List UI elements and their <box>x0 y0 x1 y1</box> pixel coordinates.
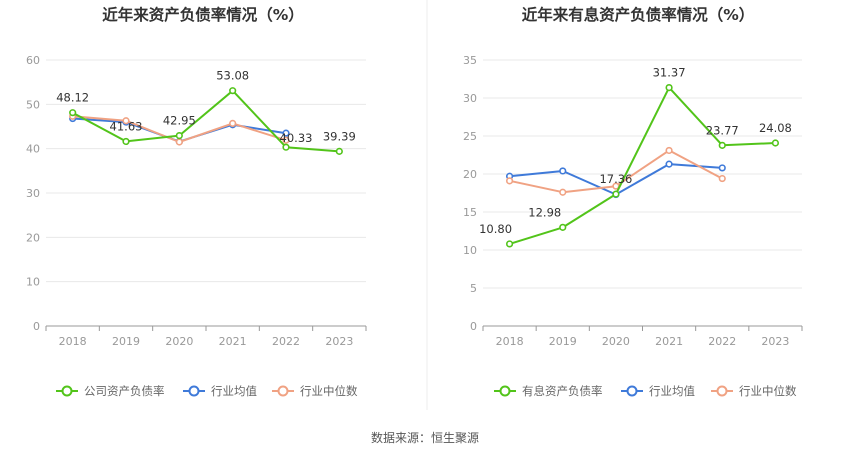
data-point <box>175 138 183 146</box>
data-point <box>612 190 620 198</box>
series-1 <box>505 83 780 248</box>
data-label: 53.08 <box>216 69 249 83</box>
data-label: 17.36 <box>599 172 632 186</box>
series-3 <box>505 146 726 196</box>
y-tick-label: 60 <box>26 54 40 67</box>
legend-item: 行业均值 <box>183 384 257 398</box>
y-tick-label: 35 <box>463 54 477 67</box>
x-tick-label: 2019 <box>112 335 140 348</box>
data-label: 10.80 <box>479 222 512 236</box>
y-tick-label: 30 <box>463 92 477 105</box>
data-label: 39.39 <box>323 129 356 143</box>
legend-marker <box>61 385 73 397</box>
x-tick-label: 2019 <box>549 335 577 348</box>
x-tick-label: 2021 <box>655 335 683 348</box>
data-point <box>282 136 290 144</box>
y-tick-label: 25 <box>463 130 477 143</box>
x-tick-label: 2018 <box>59 335 87 348</box>
y-tick-label: 20 <box>463 168 477 181</box>
data-point <box>665 83 673 92</box>
data-point <box>559 188 567 196</box>
data-label: 41.63 <box>110 119 143 133</box>
series-line <box>509 86 776 245</box>
data-point <box>122 137 130 146</box>
y-tick-label: 15 <box>463 206 477 219</box>
data-point <box>122 117 130 125</box>
x-tick-label: 2022 <box>708 335 736 348</box>
legend-marker <box>499 385 511 397</box>
legend-label: 行业中位数 <box>300 384 358 398</box>
y-tick-label: 10 <box>26 276 40 289</box>
data-point <box>665 146 673 155</box>
y-tick-label: 30 <box>26 187 40 200</box>
y-tick-label: 20 <box>26 231 40 244</box>
data-label: 24.08 <box>759 121 792 135</box>
x-tick-label: 2020 <box>165 335 193 348</box>
series-1 <box>69 87 343 155</box>
data-point <box>69 109 77 117</box>
chart-title: 近年来有息资产负债率情况（%） <box>522 5 755 24</box>
data-label: 12.98 <box>528 205 561 219</box>
data-point <box>505 240 514 248</box>
legend-label: 行业中位数 <box>739 384 797 398</box>
data-point <box>335 147 343 155</box>
legend-marker <box>277 385 289 397</box>
data-point <box>718 164 726 172</box>
y-tick-label: 50 <box>26 98 40 111</box>
series-line <box>72 89 340 153</box>
legend-marker <box>188 385 200 397</box>
legend-item: 行业均值 <box>621 384 695 398</box>
y-tick-label: 40 <box>26 143 40 156</box>
x-tick-label: 2020 <box>602 335 630 348</box>
legend-label: 有息资产负债率 <box>522 384 603 398</box>
data-label: 42.95 <box>163 114 196 128</box>
x-tick-label: 2021 <box>219 335 247 348</box>
chart-1: 近年来资产负债率情况（%） 0 10 20 30 40 50 60 2018 2019 2020 20… <box>26 5 367 398</box>
data-point <box>559 167 567 175</box>
data-point <box>771 139 780 147</box>
legend-item: 行业中位数 <box>711 384 797 398</box>
legend-item: 有息资产负债率 <box>494 384 603 398</box>
y-tick-label: 5 <box>470 282 477 295</box>
data-label: 40.33 <box>280 131 313 145</box>
chart-2: 近年来有息资产负债率情况（%） 0 5 10 15 20 25 30 35 2018 2019 202… <box>463 5 803 398</box>
legend-marker <box>626 385 638 397</box>
data-point <box>229 119 237 127</box>
data-point <box>718 174 726 183</box>
data-label: 48.12 <box>56 91 89 105</box>
legend-label: 公司资产负债率 <box>84 384 165 398</box>
legend-label: 行业均值 <box>649 384 695 398</box>
legend-item: 公司资产负债率 <box>56 384 165 398</box>
data-point <box>175 131 183 140</box>
y-tick-label: 10 <box>463 244 477 257</box>
legend-label: 行业均值 <box>211 384 257 398</box>
data-point <box>559 223 567 231</box>
data-label: 31.37 <box>653 66 686 80</box>
data-point <box>282 143 290 151</box>
x-tick-label: 2018 <box>496 335 524 348</box>
data-point <box>665 160 673 168</box>
y-tick-label: 0 <box>470 320 477 333</box>
chart-title: 近年来资产负债率情况（%） <box>102 5 304 24</box>
x-tick-label: 2023 <box>325 335 353 348</box>
legend-marker <box>716 385 728 397</box>
data-source: 数据来源：恒生聚源 <box>371 430 479 445</box>
x-tick-label: 2023 <box>761 335 789 348</box>
data-label: 23.77 <box>706 123 739 137</box>
data-point <box>229 87 237 95</box>
series-3 <box>69 112 290 146</box>
x-tick-label: 2022 <box>272 335 300 348</box>
data-point <box>282 129 290 137</box>
legend-item: 行业中位数 <box>272 384 358 398</box>
y-tick-label: 0 <box>33 320 40 333</box>
data-point <box>612 182 620 190</box>
data-point <box>505 177 514 185</box>
data-point <box>718 141 726 149</box>
